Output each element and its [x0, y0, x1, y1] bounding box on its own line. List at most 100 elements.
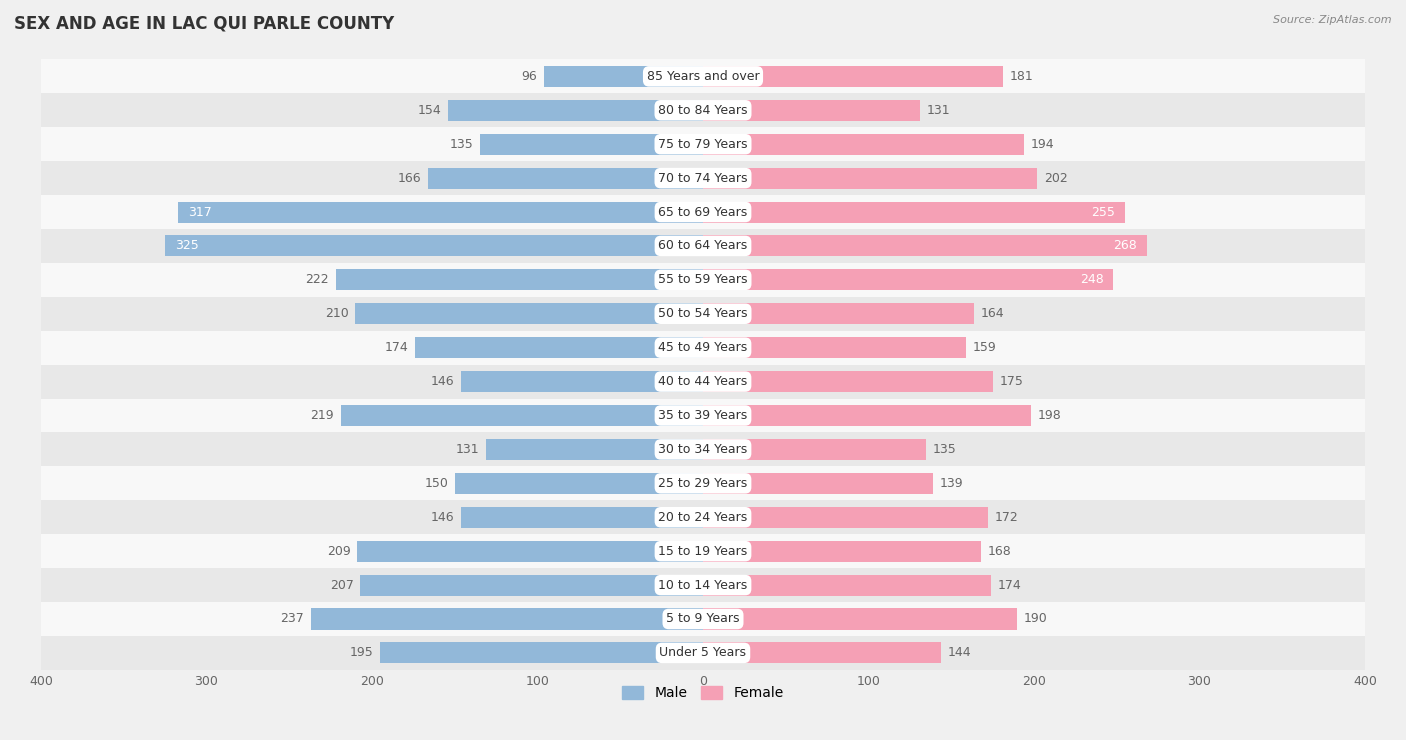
- Bar: [41, 365, 1365, 399]
- Bar: [544, 66, 703, 87]
- Bar: [454, 473, 703, 494]
- Bar: [703, 473, 934, 494]
- Text: 207: 207: [330, 579, 354, 591]
- Text: 159: 159: [973, 341, 997, 354]
- Text: 80 to 84 Years: 80 to 84 Years: [658, 104, 748, 117]
- Bar: [356, 303, 703, 324]
- Bar: [703, 507, 987, 528]
- Text: SEX AND AGE IN LAC QUI PARLE COUNTY: SEX AND AGE IN LAC QUI PARLE COUNTY: [14, 15, 394, 33]
- Text: 5 to 9 Years: 5 to 9 Years: [666, 613, 740, 625]
- Text: 50 to 54 Years: 50 to 54 Years: [658, 307, 748, 320]
- Text: 164: 164: [981, 307, 1005, 320]
- Text: 144: 144: [948, 647, 972, 659]
- Text: 40 to 44 Years: 40 to 44 Years: [658, 375, 748, 388]
- Text: 168: 168: [987, 545, 1011, 558]
- Text: 60 to 64 Years: 60 to 64 Years: [658, 240, 748, 252]
- Text: 70 to 74 Years: 70 to 74 Years: [658, 172, 748, 184]
- Text: 96: 96: [522, 70, 537, 83]
- Text: 172: 172: [994, 511, 1018, 524]
- Bar: [449, 100, 703, 121]
- Text: 181: 181: [1010, 70, 1033, 83]
- Text: 55 to 59 Years: 55 to 59 Years: [658, 273, 748, 286]
- Bar: [41, 93, 1365, 127]
- Text: 195: 195: [350, 647, 374, 659]
- Bar: [703, 100, 920, 121]
- Bar: [41, 297, 1365, 331]
- Bar: [41, 399, 1365, 432]
- Bar: [41, 568, 1365, 602]
- Bar: [461, 371, 703, 392]
- Bar: [340, 405, 703, 426]
- Text: 237: 237: [280, 613, 304, 625]
- Text: 139: 139: [939, 477, 963, 490]
- Bar: [357, 541, 703, 562]
- Bar: [461, 507, 703, 528]
- Text: 150: 150: [425, 477, 449, 490]
- Text: 45 to 49 Years: 45 to 49 Years: [658, 341, 748, 354]
- Text: 210: 210: [325, 307, 349, 320]
- Text: 194: 194: [1031, 138, 1054, 151]
- Text: Under 5 Years: Under 5 Years: [659, 647, 747, 659]
- Bar: [41, 534, 1365, 568]
- Text: 20 to 24 Years: 20 to 24 Years: [658, 511, 748, 524]
- Bar: [41, 466, 1365, 500]
- Text: 131: 131: [927, 104, 950, 117]
- Bar: [703, 201, 1125, 223]
- Bar: [703, 371, 993, 392]
- Bar: [41, 500, 1365, 534]
- Bar: [41, 59, 1365, 93]
- Text: 317: 317: [188, 206, 212, 218]
- Bar: [311, 608, 703, 630]
- Bar: [41, 195, 1365, 229]
- Legend: Male, Female: Male, Female: [617, 681, 789, 706]
- Text: 248: 248: [1080, 273, 1104, 286]
- Text: 174: 174: [998, 579, 1021, 591]
- Bar: [703, 439, 927, 460]
- Bar: [479, 134, 703, 155]
- Text: 30 to 34 Years: 30 to 34 Years: [658, 443, 748, 456]
- Bar: [703, 235, 1146, 257]
- Bar: [41, 263, 1365, 297]
- Text: 255: 255: [1091, 206, 1115, 218]
- Text: 10 to 14 Years: 10 to 14 Years: [658, 579, 748, 591]
- Bar: [41, 331, 1365, 365]
- Bar: [41, 432, 1365, 466]
- Bar: [360, 574, 703, 596]
- Bar: [703, 541, 981, 562]
- Bar: [380, 642, 703, 664]
- Bar: [41, 636, 1365, 670]
- Bar: [415, 337, 703, 358]
- Bar: [41, 127, 1365, 161]
- Text: 325: 325: [176, 240, 198, 252]
- Bar: [703, 269, 1114, 290]
- Bar: [41, 161, 1365, 195]
- Bar: [703, 608, 1018, 630]
- Bar: [703, 66, 1002, 87]
- Bar: [165, 235, 703, 257]
- Bar: [703, 167, 1038, 189]
- Bar: [703, 134, 1024, 155]
- Text: 146: 146: [432, 511, 454, 524]
- Text: 209: 209: [326, 545, 350, 558]
- Bar: [429, 167, 703, 189]
- Text: 175: 175: [1000, 375, 1024, 388]
- Text: 146: 146: [432, 375, 454, 388]
- Text: 222: 222: [305, 273, 329, 286]
- Text: 15 to 19 Years: 15 to 19 Years: [658, 545, 748, 558]
- Text: Source: ZipAtlas.com: Source: ZipAtlas.com: [1274, 15, 1392, 25]
- Text: 174: 174: [385, 341, 408, 354]
- Text: 131: 131: [456, 443, 479, 456]
- Text: 198: 198: [1038, 409, 1062, 422]
- Bar: [486, 439, 703, 460]
- Text: 65 to 69 Years: 65 to 69 Years: [658, 206, 748, 218]
- Text: 219: 219: [311, 409, 335, 422]
- Text: 166: 166: [398, 172, 422, 184]
- Bar: [703, 303, 974, 324]
- Text: 135: 135: [449, 138, 472, 151]
- Text: 85 Years and over: 85 Years and over: [647, 70, 759, 83]
- Bar: [336, 269, 703, 290]
- Text: 268: 268: [1114, 240, 1136, 252]
- Text: 135: 135: [934, 443, 957, 456]
- Text: 75 to 79 Years: 75 to 79 Years: [658, 138, 748, 151]
- Text: 35 to 39 Years: 35 to 39 Years: [658, 409, 748, 422]
